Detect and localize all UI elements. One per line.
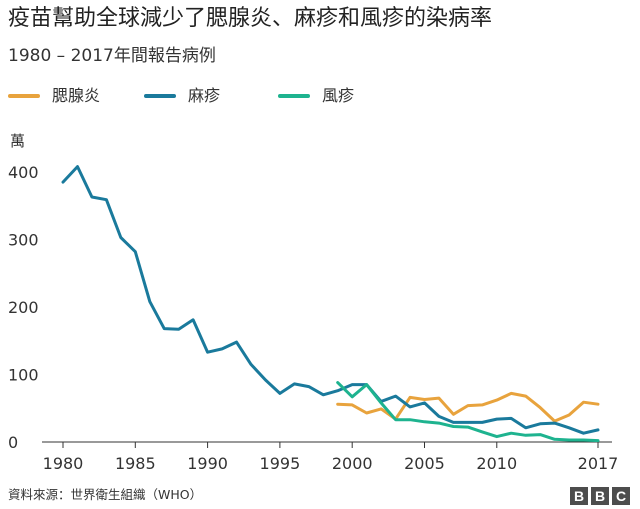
x-tick-label: 1980 <box>43 454 84 473</box>
legend-label-measles: 麻疹 <box>188 86 221 105</box>
y-tick-label: 300 <box>8 231 39 250</box>
legend-swatch-measles <box>144 94 176 98</box>
x-tick-label: 1990 <box>187 454 228 473</box>
legend-item-measles: 麻疹 <box>144 84 220 108</box>
legend-swatch-mumps <box>8 94 40 98</box>
legend-item-mumps: 腮腺炎 <box>8 84 100 108</box>
series-line-2 <box>336 381 600 443</box>
x-tick-label: 2000 <box>332 454 373 473</box>
legend-label-mumps: 腮腺炎 <box>52 86 101 105</box>
x-tick-label: 1995 <box>260 454 301 473</box>
series-line-0 <box>336 391 600 423</box>
bbc-logo-letter: B <box>591 487 609 505</box>
chart-title: 疫苗幫助全球減少了腮腺炎、麻疹和風疹的染病率 <box>8 6 493 31</box>
y-tick-label: 0 <box>8 433 18 452</box>
bbc-logo-letter: C <box>612 487 630 505</box>
line-chart: 萬 0 100 200 300 400 1980 1985 1990 1995 2000 2005 20… <box>8 132 619 473</box>
x-tick-label: 2005 <box>404 454 445 473</box>
y-axis-unit-label: 萬 <box>10 132 25 150</box>
y-tick-label: 400 <box>8 163 39 182</box>
y-tick-label: 200 <box>8 298 39 317</box>
x-tick-label: 1985 <box>115 454 156 473</box>
legend-swatch-rubella <box>278 94 310 98</box>
source-note: 資料來源：世界衛生組織（WHO） <box>8 487 203 502</box>
chart-subtitle: 1980 – 2017年間報告病例 <box>8 46 216 66</box>
legend-item-rubella: 風疹 <box>278 84 354 108</box>
x-tick-label: 2017 <box>578 454 619 473</box>
legend-label-rubella: 風疹 <box>322 86 355 105</box>
x-tick-label: 2010 <box>476 454 517 473</box>
legend: 腮腺炎 麻疹 風疹 <box>8 84 608 108</box>
series-line-1 <box>61 165 600 435</box>
bbc-logo-letter: B <box>570 487 588 505</box>
y-tick-label: 100 <box>8 366 39 385</box>
bbc-logo: B B C <box>570 487 630 505</box>
